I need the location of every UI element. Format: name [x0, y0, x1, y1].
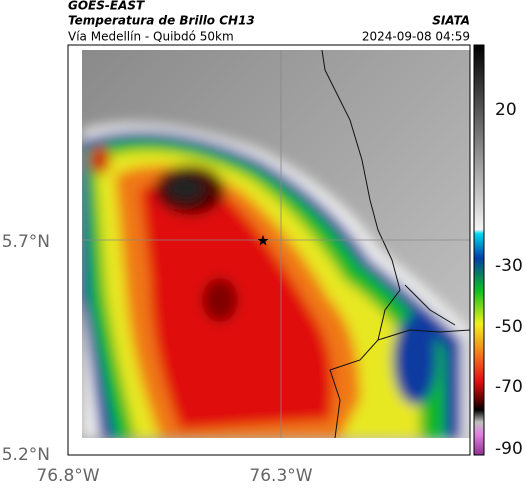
colorbar-tick: -90: [495, 439, 523, 459]
agency: SIATA: [432, 14, 470, 28]
lat-label: 5.2°N: [2, 445, 50, 465]
map-frame: [67, 44, 471, 456]
colorbar-tick: 20: [495, 100, 517, 120]
colorbar: 20 -30 -50 -70 -90: [473, 44, 523, 459]
satellite-image: [82, 50, 470, 438]
timestamp: 2024-09-08 04:59: [362, 30, 470, 44]
source: GOES-EAST: [68, 0, 145, 13]
colorbar-tick: -30: [495, 256, 523, 276]
colorbar-tick: -50: [495, 317, 523, 337]
product: Temperatura de Brillo CH13: [68, 14, 255, 28]
lon-label: 76.3°W: [249, 466, 312, 486]
colorbar-scale: [473, 44, 485, 456]
lon-label: 76.8°W: [36, 466, 99, 486]
lat-label: 5.7°N: [2, 232, 50, 252]
axes: 5.7°N 5.2°N 76.8°W 76.3°W: [2, 232, 313, 486]
route: Vía Medellín - Quibdó 50km: [68, 30, 234, 44]
colorbar-tick: -70: [495, 377, 523, 397]
header: GOES-EAST Temperatura de Brillo CH13 Vía…: [68, 0, 470, 44]
